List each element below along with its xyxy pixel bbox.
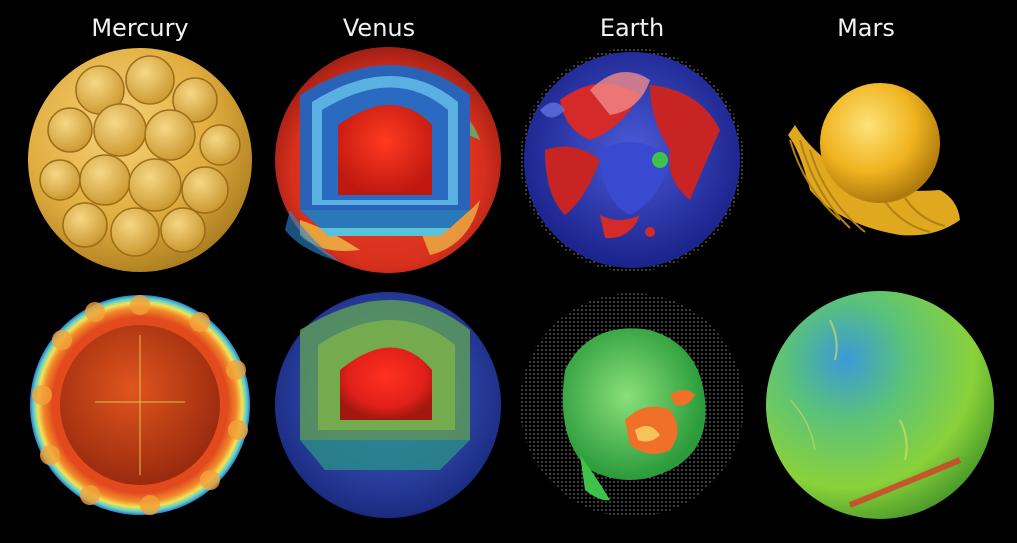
mars-plume-sphere: [788, 83, 960, 236]
mercury-cross-section: [30, 295, 250, 515]
label-mars: Mars: [837, 14, 895, 42]
venus-cutaway-sphere: [275, 47, 501, 273]
venus-layered-sphere: [275, 292, 501, 518]
earth-cross-section: [520, 293, 744, 517]
label-earth: Earth: [599, 14, 665, 42]
label-mercury: Mercury: [91, 14, 189, 42]
mercury-convection-sphere: [28, 48, 252, 272]
label-venus: Venus: [342, 14, 416, 42]
earth-mantle-sphere: [520, 48, 744, 272]
mars-surface-sphere: [766, 291, 994, 519]
